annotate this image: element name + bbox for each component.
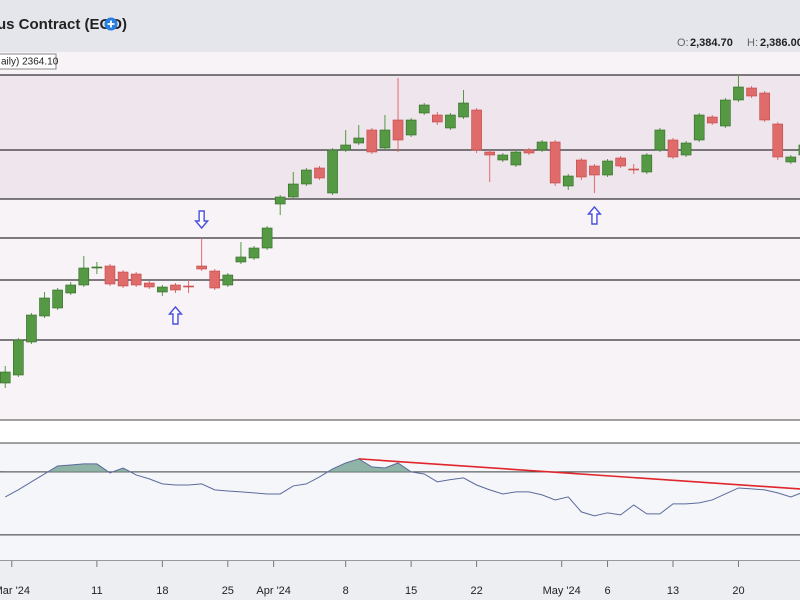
signal-arrow	[586, 205, 602, 225]
high-value: 2,386.00	[760, 37, 800, 49]
x-tick-label: Mar '24	[0, 585, 30, 597]
candle-body	[52, 289, 63, 309]
x-tick-label: 18	[156, 585, 168, 597]
candle-body	[26, 314, 37, 343]
x-tick-label: 15	[405, 585, 417, 597]
candle-body	[445, 114, 456, 129]
x-tick-label: 8	[343, 585, 349, 597]
candle-body	[798, 144, 800, 156]
header-bar	[0, 0, 800, 52]
candle-body	[65, 284, 77, 294]
candle-body	[392, 119, 404, 141]
candle-body	[261, 227, 273, 249]
candle-body	[157, 286, 168, 293]
candle-body	[693, 114, 705, 141]
candle-body	[432, 114, 443, 123]
candle-body	[196, 265, 207, 270]
open-label: O:	[677, 37, 689, 49]
candle-body	[785, 156, 797, 163]
candle-body	[143, 282, 155, 288]
candle-body	[248, 247, 260, 259]
candle-body	[772, 123, 784, 158]
candle-body	[562, 175, 574, 187]
signal-arrow	[167, 305, 183, 325]
open-value: 2,384.70	[690, 37, 733, 49]
candle-body	[458, 102, 469, 118]
candle-body	[379, 129, 391, 149]
candle-body	[733, 86, 744, 101]
oscillator-pane	[0, 443, 800, 560]
trendline	[358, 458, 800, 490]
candle-body	[720, 99, 731, 127]
x-tick-label: 25	[222, 585, 234, 597]
candle-body	[327, 149, 338, 194]
candle-body	[340, 144, 351, 151]
candle-body	[549, 141, 561, 184]
candle-body	[235, 256, 247, 263]
candle-body	[497, 154, 509, 161]
candle-body	[104, 265, 116, 285]
candle-body	[667, 139, 679, 158]
candle-body	[615, 157, 626, 167]
x-tick-label: May '24	[543, 585, 581, 597]
candle-body	[222, 274, 234, 286]
candle-body	[536, 141, 548, 151]
candle-body	[91, 266, 103, 269]
candle-body	[405, 119, 417, 136]
x-tick-label: 11	[91, 585, 102, 597]
signal-arrow	[194, 210, 210, 230]
candle-body	[353, 137, 365, 144]
x-tick-label: Apr '24	[256, 585, 291, 597]
candle-body	[366, 129, 378, 153]
candle-body	[13, 339, 24, 376]
high-label: H:	[747, 37, 758, 49]
chart-title: us Contract (EOD)	[0, 16, 127, 33]
candle-body	[39, 297, 50, 317]
candle-body	[510, 151, 522, 166]
candle-body	[314, 167, 325, 179]
overbought-area	[5, 458, 800, 472]
candle-body	[274, 196, 286, 205]
candle-body	[471, 109, 482, 151]
label-box	[0, 53, 57, 70]
candle-body	[746, 87, 757, 97]
candle-body	[418, 104, 430, 114]
candle-body	[183, 285, 194, 288]
candle-body	[576, 159, 587, 178]
candle-body	[170, 284, 181, 291]
candle-body	[130, 273, 142, 286]
candle-body	[628, 168, 640, 171]
x-tick-label: 6	[604, 585, 610, 597]
oscillator-line	[4, 458, 800, 517]
add-button[interactable]	[104, 17, 118, 31]
candle-body	[602, 160, 613, 176]
candle-body	[287, 183, 299, 198]
candle-body	[523, 149, 535, 154]
x-tick-label: 22	[470, 585, 482, 597]
candle-body	[654, 129, 666, 151]
x-axis-bar	[0, 560, 800, 600]
candle-body	[209, 270, 221, 289]
x-tick-label: 20	[732, 585, 744, 597]
candle-body	[0, 371, 11, 384]
candle-body	[78, 267, 90, 286]
candle-body	[680, 142, 692, 156]
candle-body	[589, 165, 600, 176]
candle-body	[706, 116, 718, 124]
candle-body	[301, 169, 312, 185]
candle-body	[484, 151, 495, 156]
candle-body	[117, 271, 129, 287]
candle-body	[641, 154, 653, 173]
candle-body	[759, 92, 770, 121]
x-tick-label: 13	[667, 585, 679, 597]
series-label: aily) 2364.10	[1, 57, 59, 68]
